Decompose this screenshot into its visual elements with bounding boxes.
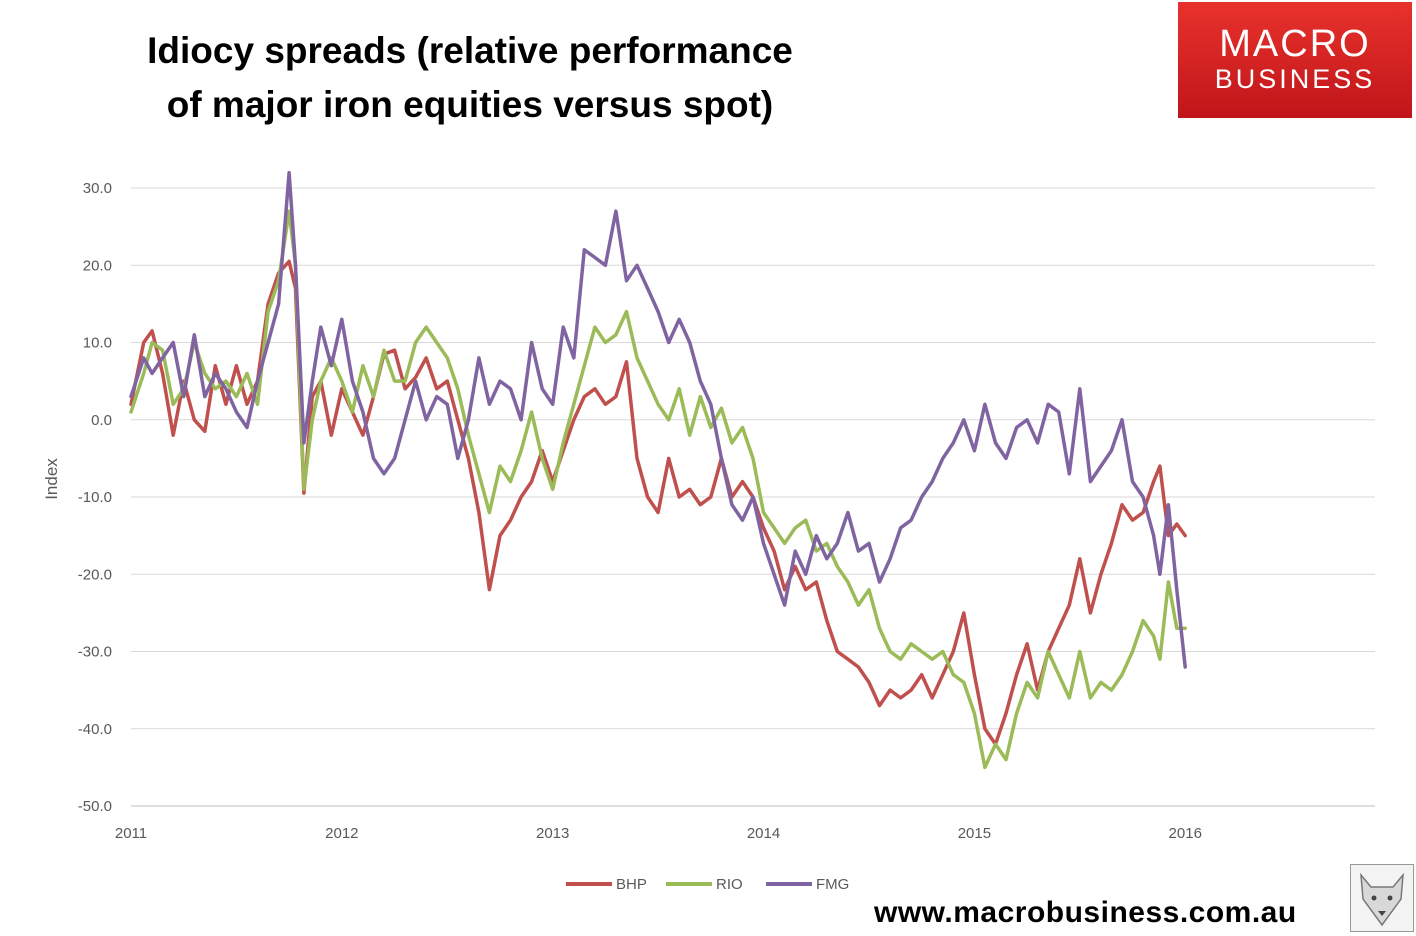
- y-tick-label: -40.0: [78, 721, 112, 738]
- legend-label-rio: RIO: [716, 876, 743, 893]
- macrobusiness-logo: MACRO BUSINESS: [1178, 2, 1412, 118]
- x-tick-label: 2014: [747, 825, 780, 842]
- legend-label-bhp: BHP: [616, 876, 647, 893]
- x-tick-label: 2011: [115, 825, 147, 842]
- y-tick-label: -10.0: [78, 489, 112, 506]
- y-tick-label: -20.0: [78, 566, 112, 583]
- y-tick-label: -30.0: [78, 644, 112, 661]
- chart-title: Idiocy spreads (relative performance of …: [110, 24, 830, 132]
- logo-line-2: BUSINESS: [1214, 64, 1376, 94]
- y-tick-label: -50.0: [78, 798, 112, 815]
- website-url: www.macrobusiness.com.au: [874, 896, 1297, 929]
- y-tick-label: 10.0: [83, 335, 112, 352]
- series-line-fmg: [129, 170, 1187, 669]
- y-tick-label: 30.0: [83, 180, 112, 197]
- title-line-2: of major iron equities versus spot): [166, 84, 774, 125]
- wolf-logo-icon: [1350, 864, 1414, 932]
- x-tick-label: 2013: [536, 825, 569, 842]
- series-line-bhp: [129, 259, 1187, 746]
- x-tick-label: 2015: [958, 825, 991, 842]
- y-tick-label: 20.0: [83, 257, 112, 274]
- x-tick-label: 2016: [1169, 825, 1202, 842]
- series-line-rio: [129, 209, 1187, 770]
- x-tick-label: 2012: [325, 825, 358, 842]
- legend-label-fmg: FMG: [816, 876, 849, 893]
- title-line-1: Idiocy spreads (relative performance: [147, 30, 793, 71]
- y-axis-label: Index: [42, 458, 61, 500]
- y-tick-label: 0.0: [91, 412, 112, 429]
- logo-line-1: MACRO: [1219, 23, 1371, 65]
